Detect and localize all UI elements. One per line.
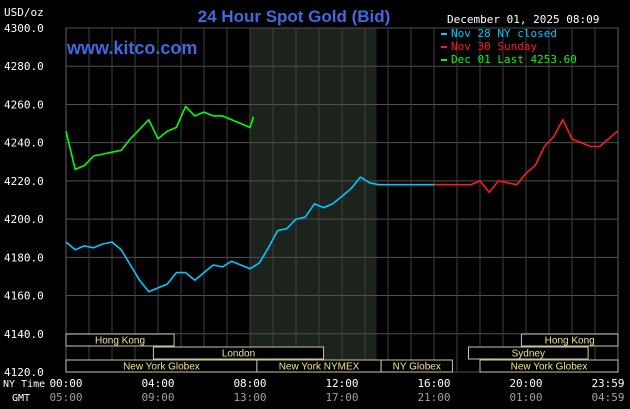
session-bar: [152, 346, 325, 360]
series-lines: [65, 105, 619, 293]
x-tick-label-gmt: 21:00: [417, 391, 450, 404]
legend-entry: Nov 30 Sunday: [451, 40, 537, 53]
x-tick-label-gmt: 13:00: [233, 391, 266, 404]
legend-entry: Dec 01 Last 4253.60: [451, 53, 577, 66]
x-tick-label-ny: 08:00: [233, 377, 266, 390]
y-tick-label: 4140.0: [4, 328, 44, 341]
session-label: New York Globex: [511, 362, 588, 373]
x-tick-label-gmt: 05:00: [49, 391, 82, 404]
gmt-row-label: GMT: [12, 393, 30, 404]
session-label: Hong Kong: [95, 336, 145, 347]
session-label: NY Globex: [393, 362, 441, 373]
session-label: New York NYMEX: [279, 362, 360, 373]
series-line-1: [65, 176, 434, 293]
market-sessions: Hong Kong London New York Globex New York N…: [65, 333, 619, 373]
x-tick-label-ny: 20:00: [509, 377, 542, 390]
y-tick-labels: 4300.0 4280.0 4260.0 4240.0 4220.0 4200.0 4180…: [4, 22, 44, 379]
session-label: New York Globex: [123, 362, 200, 373]
x-tick-label-gmt: 09:00: [141, 391, 174, 404]
x-tick-label-gmt: 04:59: [591, 391, 624, 404]
y-tick-label: 4220.0: [4, 175, 44, 188]
x-tick-label-ny: 12:00: [325, 377, 358, 390]
watermark-text: www.kitco.com: [66, 38, 197, 58]
chart-title: 24 Hour Spot Gold (Bid): [198, 7, 391, 26]
session-bar: [468, 346, 589, 360]
session-label: Sydney: [512, 349, 545, 360]
y-tick-label: 4260.0: [4, 98, 44, 111]
session-bar: [520, 333, 619, 347]
session-bar: [479, 359, 619, 373]
session-label: Hong Kong: [545, 336, 595, 347]
x-tick-label-ny: 00:00: [49, 377, 82, 390]
y-tick-label: 4280.0: [4, 60, 44, 73]
date-label: December 01, 2025 08:09: [447, 13, 599, 26]
y-axis-unit-label: USD/oz: [4, 6, 44, 19]
y-tick-label: 4240.0: [4, 137, 44, 150]
y-tick-label: 4120.0: [4, 366, 44, 379]
x-tick-label-ny: 16:00: [417, 377, 450, 390]
series-line-2: [434, 118, 619, 194]
session-label: London: [222, 349, 255, 360]
y-tick-label: 4300.0: [4, 22, 44, 35]
y-tick-label: 4180.0: [4, 251, 44, 264]
y-tick-label: 4160.0: [4, 290, 44, 303]
session-bar: [380, 359, 453, 373]
shaded-region: [250, 28, 377, 372]
x-tick-label-gmt: 01:00: [509, 391, 542, 404]
legend-entry: Nov 28 NY closed: [451, 27, 557, 40]
shaded-session-band: [250, 28, 377, 372]
x-tick-label-ny: 04:00: [141, 377, 174, 390]
series-line-3: [65, 105, 255, 171]
x-tick-label-ny: 23:59: [591, 377, 624, 390]
session-bar: [65, 333, 175, 347]
ny-time-row-label: NY Time: [3, 379, 45, 390]
y-tick-label: 4200.0: [4, 213, 44, 226]
x-tick-label-gmt: 17:00: [325, 391, 358, 404]
